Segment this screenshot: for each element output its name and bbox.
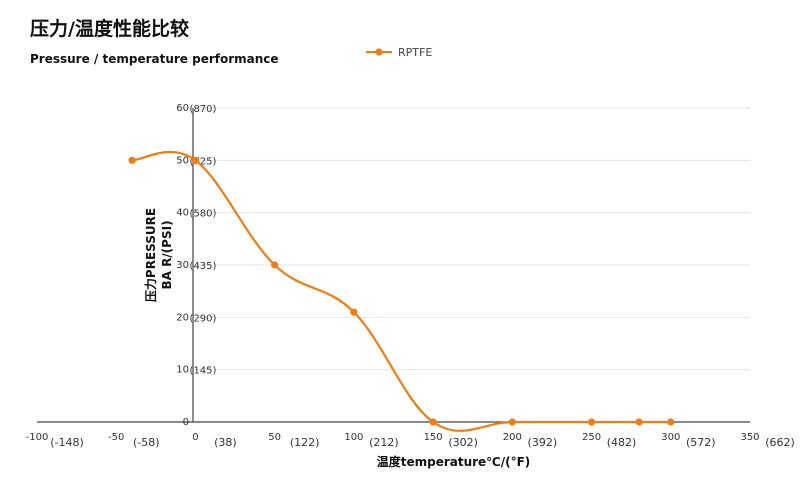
x-tick-label: 200 bbox=[503, 432, 522, 443]
data-point bbox=[429, 418, 437, 426]
y-tick-psi-label: (870) bbox=[190, 104, 217, 115]
y-tick-psi-label: (290) bbox=[190, 313, 217, 324]
y-tick-psi-label: (435) bbox=[190, 261, 217, 272]
x-tick-f-label: (122) bbox=[290, 436, 320, 449]
x-tick-label: 150 bbox=[424, 432, 443, 443]
x-tick-label: 350 bbox=[740, 432, 759, 443]
data-point bbox=[587, 418, 596, 426]
y-tick-label: 0 bbox=[183, 417, 189, 428]
data-point bbox=[667, 418, 675, 426]
x-tick-label: 250 bbox=[582, 432, 601, 443]
x-tick-f-label: (662) bbox=[765, 436, 795, 449]
y-axis-title-line2: BA R/(PSI) bbox=[160, 220, 174, 289]
data-point bbox=[128, 156, 136, 164]
x-tick-label: 300 bbox=[661, 432, 680, 443]
x-tick-label: 0 bbox=[192, 432, 198, 443]
data-point bbox=[508, 418, 516, 426]
x-tick-f-label: (392) bbox=[528, 436, 558, 449]
chart-subtitle: Pressure / temperature performance bbox=[30, 52, 279, 66]
x-tick-label: -100 bbox=[26, 432, 49, 443]
y-tick-psi-label: (145) bbox=[190, 366, 217, 377]
x-tick-f-label: (212) bbox=[369, 436, 399, 449]
x-tick-f-label: (-58) bbox=[133, 436, 160, 449]
data-point bbox=[271, 261, 279, 269]
x-axis-title: 温度temperature℃/(°F) bbox=[377, 454, 531, 469]
x-tick-label: -50 bbox=[108, 432, 124, 443]
data-point bbox=[191, 156, 200, 164]
legend-label: RPTFE bbox=[398, 46, 432, 59]
x-tick-f-label: (302) bbox=[448, 436, 478, 449]
y-tick-label: 60 bbox=[176, 103, 189, 114]
data-point bbox=[635, 418, 643, 426]
chart-title: 压力/温度性能比较 bbox=[30, 18, 189, 40]
x-tick-label: 100 bbox=[344, 432, 363, 443]
series-line-rptfe bbox=[131, 150, 671, 432]
x-tick-f-label: (38) bbox=[214, 436, 237, 449]
y-axis-title-line1: 压力PRESSURE bbox=[143, 208, 158, 302]
y-tick-psi-label: (580) bbox=[190, 209, 217, 220]
x-tick-f-label: (572) bbox=[686, 436, 716, 449]
x-tick-label: 50 bbox=[268, 432, 281, 443]
y-tick-label: 40 bbox=[176, 208, 189, 219]
data-point bbox=[350, 308, 358, 316]
y-tick-psi-label: (725) bbox=[190, 156, 217, 167]
x-tick-f-label: (-148) bbox=[50, 436, 84, 449]
x-tick-f-label: (482) bbox=[607, 436, 637, 449]
legend-marker bbox=[375, 48, 383, 56]
y-tick-label: 20 bbox=[176, 312, 189, 323]
y-tick-label: 50 bbox=[176, 155, 189, 166]
y-tick-label: 10 bbox=[176, 365, 189, 376]
y-tick-label: 30 bbox=[176, 260, 189, 271]
